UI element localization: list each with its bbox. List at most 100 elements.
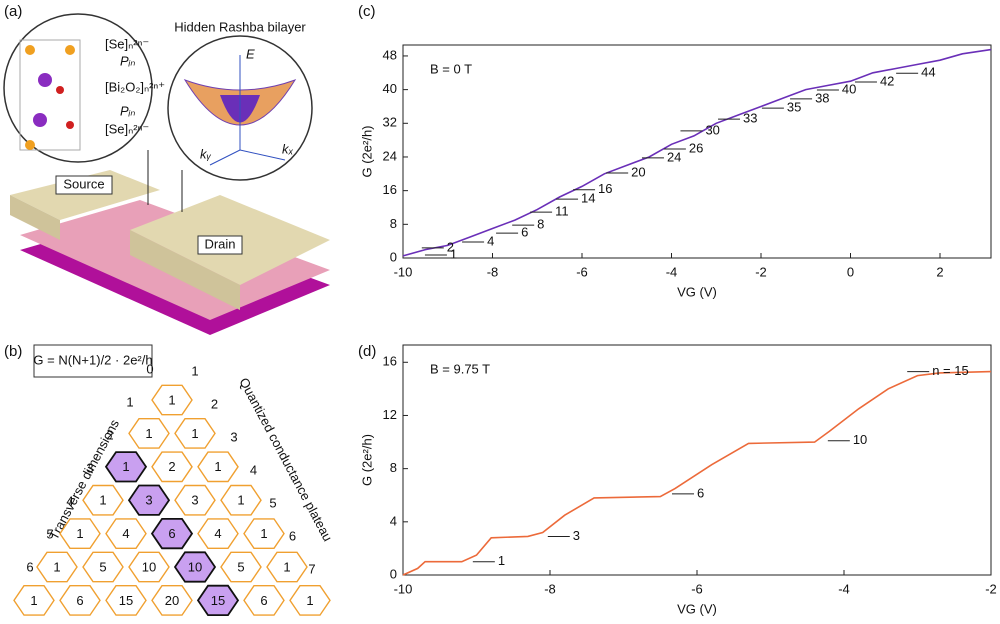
axis-label: kₓ	[282, 141, 294, 156]
hex-value: 4	[122, 526, 129, 541]
row-label: 4	[250, 462, 257, 477]
drain-side	[130, 230, 240, 310]
formula-box	[33, 344, 153, 378]
plateau-label: 6	[697, 485, 704, 500]
hex-cell	[128, 418, 170, 449]
plateau-label: 30	[705, 122, 719, 137]
y-axis-label: G (2e²/h)	[359, 125, 374, 177]
data-line	[402, 48, 992, 257]
plateau-label: 8	[537, 217, 544, 232]
hex-cell	[150, 518, 194, 550]
plateau-label: 14	[581, 191, 595, 206]
hex-cell	[151, 585, 193, 616]
row-label: 6	[26, 559, 33, 574]
data-line	[402, 370, 992, 576]
row-label: 3	[86, 460, 93, 475]
pascal-panel: (b) G = N(N+1)/2 · 2e²/h Transverse dime…	[4, 343, 335, 616]
hex-cell	[174, 418, 216, 449]
y-tick-label: 16	[383, 182, 397, 197]
hex-value: 1	[283, 559, 290, 574]
hex-cell	[127, 484, 171, 516]
hex-cell	[197, 451, 239, 483]
hex-cell	[151, 384, 193, 416]
row-label: 5	[46, 526, 53, 541]
axis-label: E	[246, 46, 255, 61]
plateau-label: 2	[447, 239, 454, 254]
x-tick-label: -4	[838, 581, 850, 596]
y-tick-label: 0	[390, 566, 397, 581]
x-tick-label: -10	[394, 581, 413, 596]
hex-value: 4	[214, 526, 221, 541]
se-atom	[65, 45, 75, 55]
plateau-label: 42	[880, 73, 894, 88]
bi-atom	[38, 73, 52, 87]
hex-value: 1	[191, 426, 198, 441]
field-note: B = 9.75 T	[430, 361, 490, 376]
plateau-label: 20	[631, 164, 645, 179]
hex-cell	[197, 518, 239, 549]
y-tick-label: 40	[383, 81, 397, 96]
hex-value: 10	[188, 559, 202, 574]
x-tick-label: 0	[847, 264, 854, 279]
hex-cell	[266, 551, 308, 583]
hex-value: 1	[145, 426, 152, 441]
y-tick-label: 12	[383, 407, 397, 422]
plateau-label: 40	[842, 81, 856, 96]
hex-cell	[82, 484, 124, 516]
layer-label: [Se]ₙ²ⁿ⁻	[105, 36, 149, 51]
hex-value: 1	[168, 392, 175, 407]
panel-label: (d)	[358, 343, 376, 360]
source-box	[55, 175, 113, 195]
plateau-label: 26	[689, 140, 703, 155]
x-tick-label: 2	[936, 264, 943, 279]
layer-label: [Bi₂O₂]ₙ²ⁿ⁺	[105, 79, 165, 94]
x-axis-label: VG (V)	[677, 601, 717, 616]
field-note: B = 0 T	[430, 61, 472, 76]
x-tick-label: -6	[691, 581, 703, 596]
y-tick-label: 16	[383, 354, 397, 369]
y-tick-label: 48	[383, 47, 397, 62]
x-tick-label: -10	[394, 264, 413, 279]
axis-label: kᵧ	[200, 146, 212, 161]
device-illustration: (a) Hidden Rashba bilayer Source Drain […	[3, 3, 330, 335]
plateau-label: 11	[555, 204, 569, 219]
hex-cell	[59, 518, 101, 549]
x-tick-label: -2	[755, 264, 767, 279]
panel-label: (b)	[4, 343, 22, 360]
hex-value: 5	[237, 559, 244, 574]
right-caption: Quantized conductance plateau	[236, 375, 335, 543]
row-label: 5	[269, 495, 276, 510]
dipole-label: Pᵢₙ	[120, 53, 135, 68]
plateau-label: 35	[787, 100, 801, 115]
row-label: 0	[146, 361, 153, 376]
source-side	[10, 195, 60, 240]
formula: G = N(N+1)/2 · 2e²/h	[33, 352, 152, 367]
zoom-title: Hidden Rashba bilayer	[174, 19, 306, 34]
plateau-label: 16	[598, 181, 612, 196]
plateau-label: 3	[573, 528, 580, 543]
y-tick-label: 4	[390, 513, 397, 528]
plateau-label: 38	[815, 90, 829, 105]
x-tick-label: -2	[985, 581, 997, 596]
row-label: 2	[211, 396, 218, 411]
panel-label: (c)	[358, 3, 376, 20]
hex-value: 6	[76, 593, 83, 608]
plateau-label: 44	[921, 65, 935, 80]
drain-label: Drain	[204, 236, 235, 251]
hex-value: 15	[211, 593, 225, 608]
plateau-label: 1	[450, 246, 457, 261]
y-tick-label: 0	[390, 249, 397, 264]
hex-value: 1	[306, 593, 313, 608]
row-label: 3	[230, 429, 237, 444]
hex-value: 1	[214, 459, 221, 474]
hex-cell	[174, 484, 216, 516]
row-label: 1	[126, 394, 133, 409]
source-label: Source	[63, 176, 104, 191]
hex-cell	[13, 585, 55, 616]
hex-cell	[243, 585, 285, 616]
hex-value: 6	[260, 593, 267, 608]
unit-cell	[19, 39, 81, 151]
